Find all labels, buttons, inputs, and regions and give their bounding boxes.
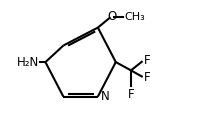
Text: F: F <box>128 88 134 101</box>
Text: CH₃: CH₃ <box>125 12 145 22</box>
Text: H₂N: H₂N <box>17 56 39 69</box>
Text: F: F <box>143 71 150 84</box>
Text: O: O <box>107 10 116 23</box>
Text: F: F <box>143 54 150 67</box>
Text: N: N <box>101 90 109 103</box>
